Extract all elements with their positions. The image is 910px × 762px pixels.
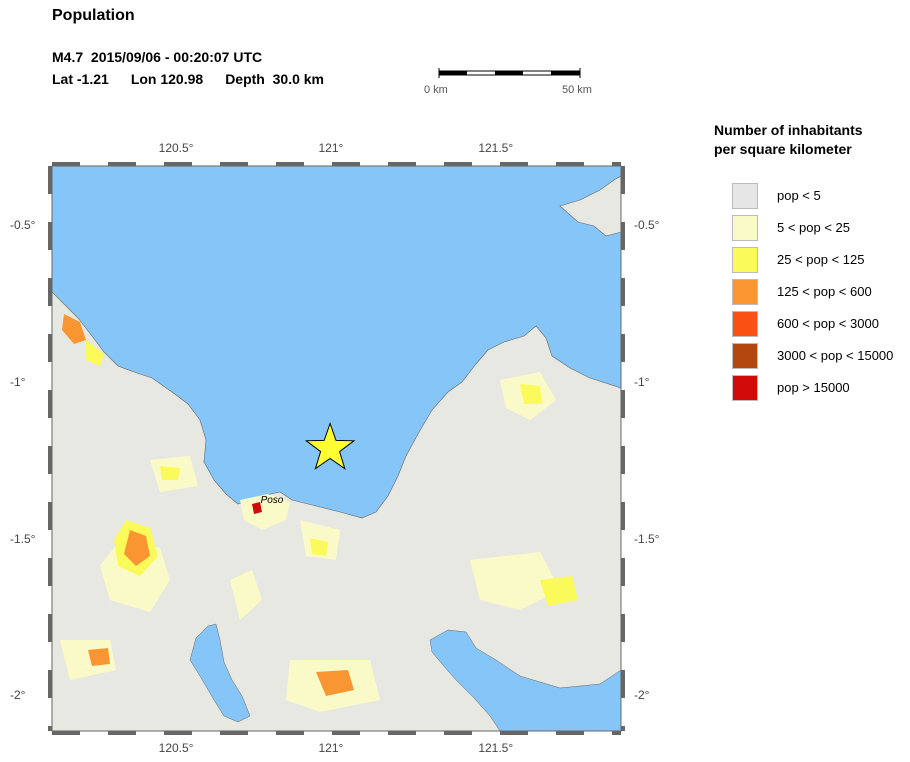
epicenter-star bbox=[304, 421, 356, 470]
y-tick-label-right: -2° bbox=[634, 688, 650, 703]
latitude-text: Lat -1.21 bbox=[52, 71, 109, 87]
scale-start-label: 0 km bbox=[424, 84, 448, 96]
y-tick-label-left: -1° bbox=[10, 374, 26, 389]
northeast-peninsula bbox=[559, 175, 621, 237]
x-tick-label-top: 121.5° bbox=[478, 141, 514, 155]
depth-text: Depth 30.0 km bbox=[225, 71, 325, 87]
legend-label: 25 < pop < 125 bbox=[777, 252, 865, 267]
legend-title: Number of inhabitants per square kilomet… bbox=[714, 121, 863, 159]
y-tick-label-left: -2° bbox=[10, 688, 26, 703]
southeast-bay bbox=[429, 629, 621, 731]
location-info: Lat -1.21 Lon 120.98 Depth 30.0 km bbox=[52, 71, 346, 87]
legend-label: pop < 5 bbox=[777, 188, 821, 203]
legend-label: 125 < pop < 600 bbox=[777, 284, 872, 299]
event-info: M4.7 2015/09/06 - 00:20:07 UTC bbox=[52, 49, 263, 65]
legend-item: 600 < pop < 3000 bbox=[732, 311, 910, 337]
y-tick-label-left: -0.5° bbox=[10, 217, 36, 232]
x-tick-label-bottom: 121.5° bbox=[478, 741, 514, 755]
legend-title-line1: Number of inhabitants bbox=[714, 122, 863, 138]
legend-title-line2: per square kilometer bbox=[714, 141, 852, 157]
legend-label: 3000 < pop < 15000 bbox=[777, 348, 894, 363]
map-title: Population bbox=[52, 7, 135, 24]
legend-swatch bbox=[732, 183, 758, 209]
legend-item: 3000 < pop < 15000 bbox=[732, 343, 910, 369]
city-label-poso: Poso bbox=[260, 495, 284, 506]
legend-item: pop > 15000 bbox=[732, 375, 910, 401]
legend-swatch bbox=[732, 343, 758, 369]
legend-swatch bbox=[732, 247, 758, 273]
legend-item: 5 < pop < 25 bbox=[732, 215, 910, 241]
scale-end-label: 50 km bbox=[562, 84, 592, 96]
legend-item: 125 < pop < 600 bbox=[732, 279, 910, 305]
population-patches bbox=[60, 314, 578, 712]
legend-swatch bbox=[732, 279, 758, 305]
legend-label: 600 < pop < 3000 bbox=[777, 316, 879, 331]
x-tick-label-top: 121° bbox=[318, 141, 344, 155]
y-tick-label-left: -1.5° bbox=[10, 531, 36, 546]
y-tick-label-right: -1° bbox=[634, 374, 650, 389]
legend-swatch bbox=[732, 311, 758, 337]
longitude-text: Lon 120.98 bbox=[130, 71, 204, 87]
legend-label: 5 < pop < 25 bbox=[777, 220, 851, 235]
legend-swatch bbox=[732, 375, 758, 401]
x-tick-label-top: 120.5° bbox=[158, 141, 194, 155]
legend-item: 25 < pop < 125 bbox=[732, 247, 910, 273]
land-mass bbox=[52, 291, 621, 731]
legend-swatch bbox=[732, 215, 758, 241]
scale-bar-graphic bbox=[438, 68, 581, 78]
y-tick-label-right: -0.5° bbox=[634, 217, 660, 232]
x-tick-label-bottom: 121° bbox=[318, 741, 344, 755]
frame-ticks bbox=[48, 162, 625, 735]
lake-poso bbox=[189, 623, 251, 723]
x-tick-label-bottom: 120.5° bbox=[158, 741, 194, 755]
y-tick-label-right: -1.5° bbox=[634, 531, 660, 546]
scale-bar: 0 km 50 km bbox=[410, 66, 610, 106]
legend-item: pop < 5 bbox=[732, 183, 910, 209]
legend-label: pop > 15000 bbox=[777, 380, 850, 395]
